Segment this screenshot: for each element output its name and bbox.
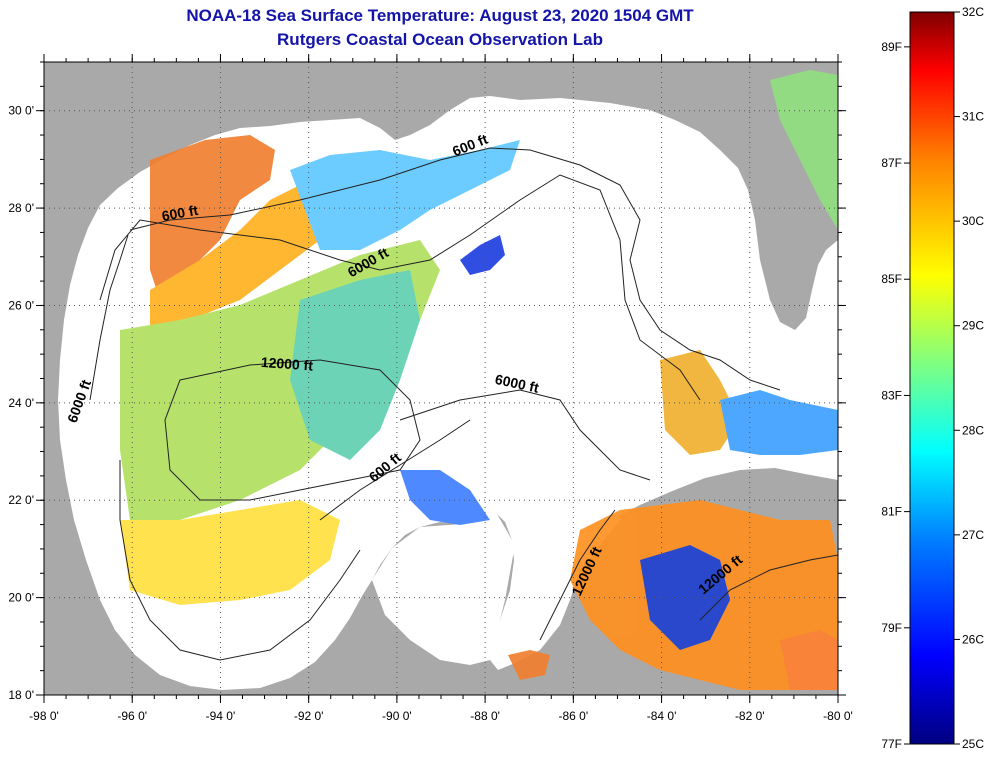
yucatan-coast <box>372 514 515 665</box>
depth-contours <box>89 147 838 661</box>
lon-tick-label: -82 0' <box>735 709 765 723</box>
fahrenheit-label: 83F <box>881 388 902 402</box>
lon-tick-label: -86 0' <box>559 709 589 723</box>
graticule <box>44 62 838 695</box>
lon-tick-label: -80 0' <box>823 709 853 723</box>
lat-tick-label: 26 0' <box>8 298 34 312</box>
fahrenheit-label: 89F <box>881 40 902 54</box>
fahrenheit-label: 77F <box>881 737 902 751</box>
lat-tick-label: 30 0' <box>8 104 34 118</box>
lat-tick-label: 18 0' <box>8 688 34 702</box>
lon-tick-label: -96 0' <box>117 709 147 723</box>
latitude-labels: 18 0' 20 0' 22 0' 24 0' 26 0' 28 0' 30 0' <box>8 104 34 702</box>
fahrenheit-label: 87F <box>881 156 902 170</box>
lat-tick-label: 22 0' <box>8 493 34 507</box>
contour-label: 12000 ft <box>260 354 313 374</box>
fahrenheit-label: 85F <box>881 272 902 286</box>
frame-ticks <box>36 54 846 703</box>
lat-tick-label: 24 0' <box>8 396 34 410</box>
fahrenheit-label: 79F <box>881 621 902 635</box>
celsius-label: 27C <box>962 528 984 542</box>
colorbar <box>909 11 955 745</box>
lon-tick-label: -84 0' <box>647 709 677 723</box>
celsius-label: 26C <box>962 632 984 646</box>
longitude-labels: -98 0' -96 0' -94 0' -92 0' -90 0' -88 0' -86 … <box>29 709 853 723</box>
celsius-label: 31C <box>962 110 984 124</box>
celsius-label: 29C <box>962 319 984 333</box>
lon-tick-label: -94 0' <box>206 709 236 723</box>
contour-label: 600 ft <box>160 202 199 224</box>
map-title: NOAA-18 Sea Surface Temperature: August … <box>186 6 694 25</box>
celsius-label: 25C <box>962 737 984 751</box>
lon-tick-label: -88 0' <box>470 709 500 723</box>
lon-tick-label: -98 0' <box>29 709 59 723</box>
lat-tick-label: 20 0' <box>8 591 34 605</box>
fahrenheit-label: 81F <box>881 505 902 519</box>
lon-tick-label: -90 0' <box>382 709 412 723</box>
celsius-label: 28C <box>962 423 984 437</box>
sst-overlay <box>120 70 838 690</box>
celsius-label: 32C <box>962 5 984 19</box>
colorbar-labels: 32C 31C 30C 29C 28C 27C 26C 25C 89F 87F 85F 83F 81F 7… <box>881 5 984 751</box>
lat-tick-label: 28 0' <box>8 201 34 215</box>
map-subtitle: Rutgers Coastal Ocean Observation Lab <box>277 30 603 49</box>
celsius-label: 30C <box>962 214 984 228</box>
lon-tick-label: -92 0' <box>294 709 324 723</box>
